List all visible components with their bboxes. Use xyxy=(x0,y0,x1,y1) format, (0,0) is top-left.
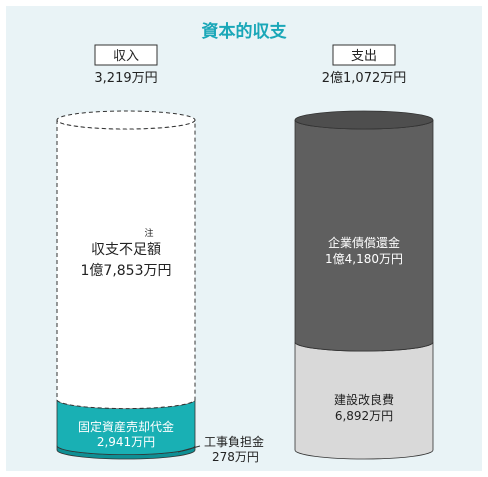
cylinder-top-cap-0 xyxy=(56,110,196,130)
construction-value: 6,892万円 xyxy=(335,409,393,423)
income-label-box xyxy=(94,44,158,66)
contribution-leader-line xyxy=(177,445,201,453)
expense-total: 2億1,072万円 xyxy=(322,70,407,86)
chart-title: 資本的収支 xyxy=(202,21,288,42)
asset-sale-value: 2,941万円 xyxy=(97,435,155,449)
asset-sale-name: 固定資産売却代金 xyxy=(78,419,174,434)
cylinders xyxy=(56,110,434,460)
deficit-name: 収支不足額 xyxy=(91,242,161,258)
expense-label: 支出 xyxy=(351,49,377,64)
cylinder-top-cap-1 xyxy=(294,110,434,130)
income-total: 3,219万円 xyxy=(94,71,157,86)
bond-redemption-name: 企業債償還金 xyxy=(328,235,400,250)
deficit-note-mark: 注 xyxy=(144,227,153,239)
contribution-name: 工事負担金 xyxy=(204,434,264,449)
expense-label-box xyxy=(332,44,396,66)
bond-redemption-value: 1億4,180万円 xyxy=(325,252,403,266)
construction-name: 建設改良費 xyxy=(334,392,394,407)
deficit-value: 1億7,853万円 xyxy=(81,263,172,279)
income-label: 収入 xyxy=(113,49,139,64)
contribution-value: 278万円 xyxy=(212,450,259,464)
